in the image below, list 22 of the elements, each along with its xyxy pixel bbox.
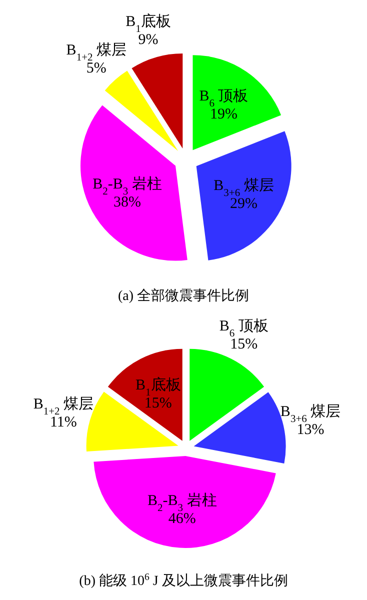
slice-label: B$_{1+2}$ 煤层 — [66, 41, 126, 63]
slice-label: B$_{3+6}$ 煤层 — [280, 403, 341, 425]
data-label: 9% — [138, 32, 158, 48]
data-label: 15% — [144, 395, 172, 412]
slice-label: B$_{1+2}$ 煤层 — [33, 395, 94, 417]
slice-label: B$_{1}$底板 — [136, 376, 181, 398]
data-label: 38% — [113, 194, 141, 210]
slice-label: B$_{2}$-B$_{3}$ 岩柱 — [92, 175, 162, 197]
slice-label: B$_{6}$ 顶板 — [219, 317, 268, 339]
data-label: 29% — [230, 196, 258, 212]
slice-label: B$_{1}$底板 — [126, 12, 171, 34]
data-label: 13% — [296, 422, 324, 438]
data-label: 46% — [168, 511, 196, 528]
text: (a) 全部微震事件比例 — [118, 288, 250, 304]
data-label: 5% — [86, 60, 106, 76]
slice-label: B$_{6}$ 顶板 — [199, 88, 248, 110]
text: (b) 能级 10$^{6}$ J 及以上微震事件比例 — [79, 572, 288, 589]
slice-label: B$_{2}$-B$_{3}$ 岩柱 — [148, 492, 217, 514]
data-label: 11% — [50, 414, 77, 430]
data-label: 19% — [210, 106, 238, 123]
slice-label: B$_{3+6}$ 煤层 — [214, 177, 274, 199]
data-label: 15% — [230, 336, 258, 352]
